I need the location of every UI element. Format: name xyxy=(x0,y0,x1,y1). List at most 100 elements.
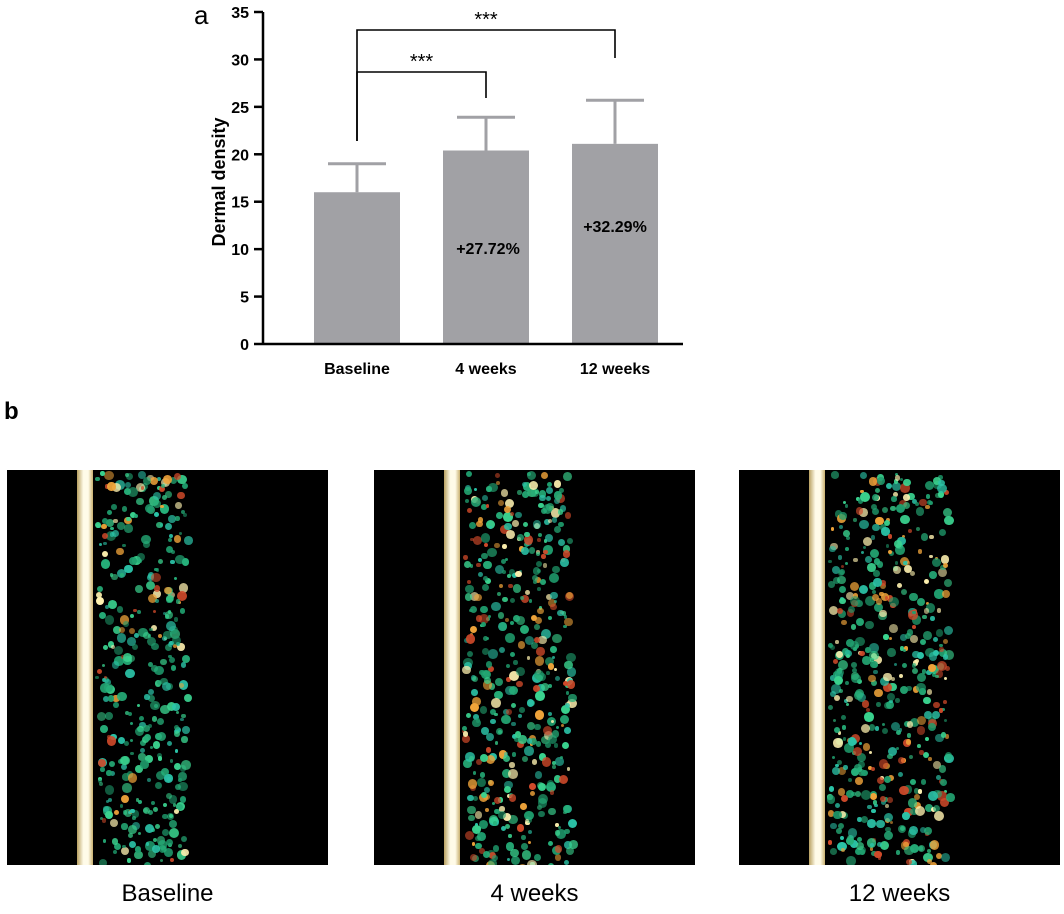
speckle xyxy=(530,488,540,497)
y-tick-label-2: 10 xyxy=(231,242,249,259)
speckle xyxy=(160,658,167,666)
speckle xyxy=(160,767,169,776)
speckle xyxy=(549,790,555,795)
speckle xyxy=(839,585,847,594)
speckle xyxy=(471,824,481,835)
speckle xyxy=(548,863,555,865)
speckle xyxy=(873,570,881,578)
speckle xyxy=(96,668,102,675)
speckle xyxy=(149,746,153,750)
speckle xyxy=(482,575,489,581)
speckle xyxy=(164,491,172,498)
speckle xyxy=(862,656,871,666)
speckle xyxy=(562,742,570,750)
speckle xyxy=(154,665,164,676)
speckle xyxy=(562,680,569,687)
speckle xyxy=(544,534,553,543)
speckle xyxy=(935,492,941,499)
speckle xyxy=(914,501,920,507)
speckle xyxy=(915,527,920,532)
speckle xyxy=(926,848,931,853)
speckle xyxy=(513,584,522,593)
speckle xyxy=(103,541,107,546)
speckle xyxy=(170,629,180,640)
speckle xyxy=(934,589,944,599)
speckle xyxy=(469,703,479,713)
speckle xyxy=(473,796,479,802)
speckle xyxy=(858,760,865,768)
speckle xyxy=(829,786,835,792)
speckle xyxy=(128,557,137,566)
speckle xyxy=(896,503,906,513)
speckle xyxy=(566,847,575,856)
speckle xyxy=(898,499,908,508)
speckle xyxy=(543,545,553,556)
speckle xyxy=(895,698,900,703)
speckle xyxy=(105,811,114,820)
speckle xyxy=(162,829,170,837)
speckle xyxy=(177,843,183,849)
speckle xyxy=(929,535,934,540)
speckle xyxy=(154,585,161,592)
speckle xyxy=(494,796,502,805)
speckle xyxy=(122,543,127,548)
speckle xyxy=(567,699,577,709)
speckle xyxy=(124,668,135,679)
speckle xyxy=(512,573,518,579)
speckle xyxy=(845,547,849,552)
speckle xyxy=(501,558,507,564)
speckle xyxy=(153,500,161,508)
speckle xyxy=(145,841,155,851)
speckle xyxy=(131,810,140,818)
speckle xyxy=(111,661,120,669)
speckle xyxy=(884,776,892,784)
speckle xyxy=(538,490,547,498)
speckle xyxy=(512,614,520,622)
speckle xyxy=(861,790,872,801)
speckle xyxy=(554,599,558,604)
speckle xyxy=(105,518,115,528)
speckle xyxy=(883,812,894,823)
speckle xyxy=(164,587,172,595)
speckle xyxy=(869,643,879,653)
speckle xyxy=(924,736,929,742)
speckle xyxy=(943,490,949,496)
speckle xyxy=(485,577,492,584)
speckle xyxy=(137,558,142,564)
speckle xyxy=(882,682,893,692)
speckle xyxy=(536,675,543,682)
speckle xyxy=(169,857,175,863)
speckle xyxy=(166,701,177,712)
speckle xyxy=(158,559,163,565)
speckle xyxy=(116,606,124,613)
speckle xyxy=(541,757,552,767)
speckle xyxy=(128,832,134,838)
speckle xyxy=(138,470,147,479)
speckle xyxy=(99,859,108,865)
speckle xyxy=(885,826,891,833)
speckle xyxy=(921,669,926,674)
speckle xyxy=(546,482,552,488)
speckle xyxy=(529,790,535,796)
speckle xyxy=(130,614,135,619)
speckle xyxy=(165,545,173,553)
speckle xyxy=(917,652,925,660)
speckle xyxy=(893,539,902,548)
speckle xyxy=(563,472,573,481)
speckle xyxy=(855,617,865,627)
speckle xyxy=(837,841,847,852)
speckle xyxy=(517,534,524,542)
speckle xyxy=(483,670,490,678)
speckle xyxy=(509,621,514,626)
speckle xyxy=(143,476,152,485)
speckle xyxy=(870,660,878,669)
speckle xyxy=(842,737,846,741)
y-tick-label-3: 15 xyxy=(231,195,249,212)
speckle xyxy=(940,564,946,571)
speckle xyxy=(173,472,181,481)
speckle xyxy=(484,786,491,793)
speckle xyxy=(838,659,848,670)
speckle xyxy=(899,646,905,651)
speckle xyxy=(506,529,515,539)
speckle xyxy=(151,642,159,651)
